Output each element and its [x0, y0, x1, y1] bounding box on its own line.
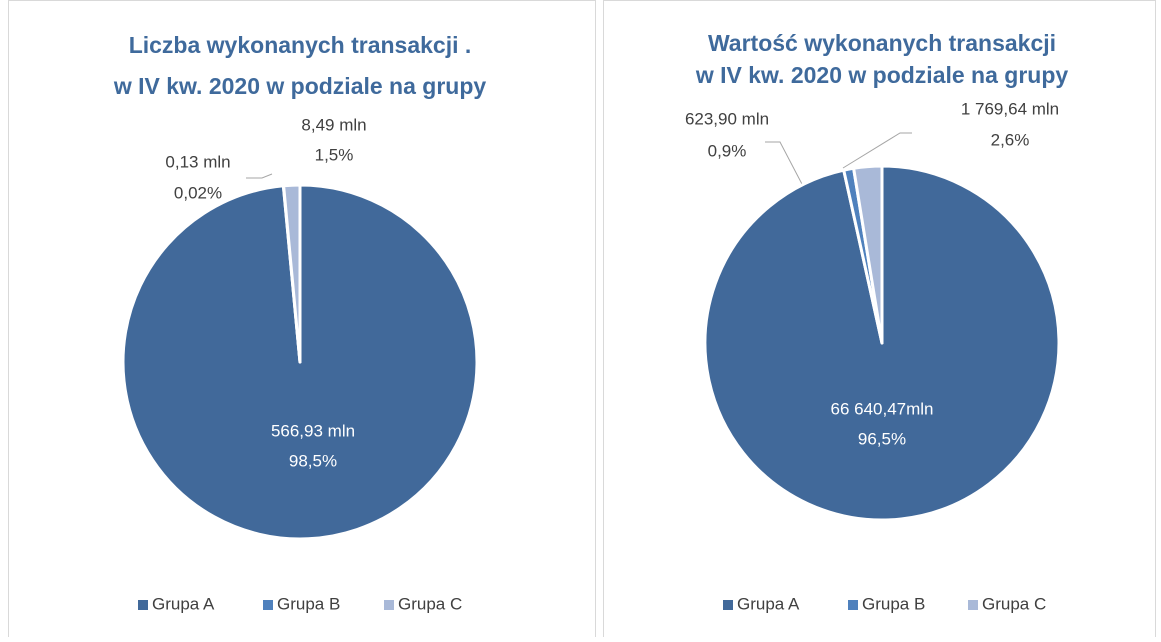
legend-swatch — [723, 600, 733, 610]
data-label: 98,5% — [289, 451, 337, 470]
legend-label: Grupa A — [737, 594, 800, 613]
data-label: 1,5% — [315, 145, 354, 164]
legend-label: Grupa C — [982, 594, 1046, 613]
chart-title: w IV kw. 2020 w podziale na grupy — [113, 73, 487, 99]
data-label: 96,5% — [858, 429, 906, 448]
legend-swatch — [968, 600, 978, 610]
data-label: 0,9% — [708, 141, 747, 160]
data-label: 0,02% — [174, 183, 222, 202]
pie-slice — [852, 164, 884, 345]
legend-swatch — [138, 600, 148, 610]
legend-label: Grupa C — [398, 594, 462, 613]
legend-label: Grupa B — [862, 594, 925, 613]
leader-line — [765, 141, 804, 187]
chart-title: Wartość wykonanych transakcji — [708, 30, 1056, 56]
data-label: 566,93 mln — [271, 421, 355, 440]
leader-line — [246, 173, 273, 179]
legend-label: Grupa B — [277, 594, 340, 613]
pie-slice — [282, 183, 302, 364]
data-label: 8,49 mln — [301, 115, 366, 134]
chart-title: w IV kw. 2020 w podziale na grupy — [695, 62, 1069, 88]
legend-swatch — [384, 600, 394, 610]
data-label: 1 769,64 mln — [961, 99, 1059, 118]
data-label: 2,6% — [991, 130, 1030, 149]
data-label: 623,90 mln — [685, 109, 769, 128]
chart-title: Liczba wykonanych transakcji . — [129, 32, 472, 58]
data-label: 66 640,47mln — [830, 399, 933, 418]
legend-swatch — [263, 600, 273, 610]
legend-swatch — [848, 600, 858, 610]
legend-label: Grupa A — [152, 594, 215, 613]
data-label: 0,13 mln — [165, 152, 230, 171]
leader-line — [842, 132, 912, 169]
